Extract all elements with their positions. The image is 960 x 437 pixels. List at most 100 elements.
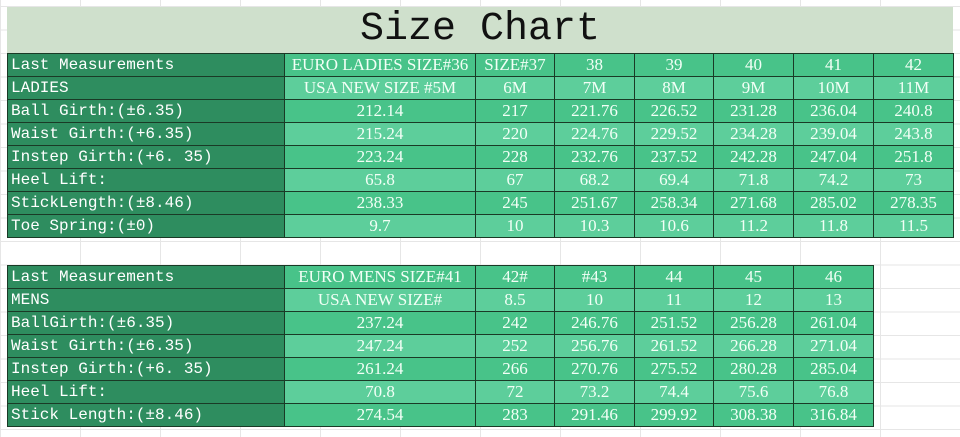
table-cell[interactable]: #43: [554, 265, 635, 289]
row-label[interactable]: MENS: [7, 288, 285, 312]
row-label[interactable]: Heel Lift:: [7, 168, 285, 192]
table-cell[interactable]: 11.8: [793, 214, 874, 238]
table-cell[interactable]: 68.2: [554, 168, 635, 192]
row-label[interactable]: LADIES: [7, 76, 285, 100]
table-cell[interactable]: 10M: [793, 76, 874, 100]
table-cell[interactable]: 11M: [873, 76, 954, 100]
table-cell[interactable]: 242: [475, 311, 555, 335]
table-cell[interactable]: 217: [475, 99, 555, 123]
table-cell[interactable]: 258.34: [634, 191, 714, 215]
table-cell[interactable]: 251.8: [873, 145, 954, 169]
table-cell[interactable]: 252: [475, 334, 555, 358]
table-cell[interactable]: 245: [475, 191, 555, 215]
table-cell[interactable]: 42: [873, 53, 954, 77]
table-cell[interactable]: 243.8: [873, 122, 954, 146]
row-label[interactable]: Last Measurements: [7, 53, 285, 77]
table-cell[interactable]: 38: [554, 53, 635, 77]
table-cell[interactable]: 246.76: [554, 311, 635, 335]
table-cell[interactable]: 220: [475, 122, 555, 146]
table-cell[interactable]: 72: [475, 380, 555, 404]
table-cell[interactable]: 261.24: [284, 357, 476, 381]
table-cell[interactable]: 299.92: [634, 403, 714, 427]
table-cell[interactable]: 240.8: [873, 99, 954, 123]
table-cell[interactable]: 261.04: [793, 311, 874, 335]
table-cell[interactable]: 223.24: [284, 145, 476, 169]
table-cell[interactable]: 228: [475, 145, 555, 169]
table-cell[interactable]: 10.6: [634, 214, 714, 238]
table-cell[interactable]: 71.8: [713, 168, 794, 192]
table-cell[interactable]: USA NEW SIZE#: [284, 288, 476, 312]
table-cell[interactable]: 65.8: [284, 168, 476, 192]
table-cell[interactable]: 285.04: [793, 357, 874, 381]
table-cell[interactable]: 215.24: [284, 122, 476, 146]
table-cell[interactable]: 275.52: [634, 357, 714, 381]
table-cell[interactable]: 251.52: [634, 311, 714, 335]
table-cell[interactable]: 46: [793, 265, 874, 289]
table-cell[interactable]: 283: [475, 403, 555, 427]
table-cell[interactable]: 9M: [713, 76, 794, 100]
table-cell[interactable]: 39: [634, 53, 714, 77]
table-cell[interactable]: 75.6: [713, 380, 794, 404]
table-cell[interactable]: 40: [713, 53, 794, 77]
table-cell[interactable]: 44: [634, 265, 714, 289]
table-cell[interactable]: 280.28: [713, 357, 794, 381]
table-cell[interactable]: 316.84: [793, 403, 874, 427]
table-cell[interactable]: USA NEW SIZE #5M: [284, 76, 476, 100]
table-cell[interactable]: 261.52: [634, 334, 714, 358]
table-cell[interactable]: 231.28: [713, 99, 794, 123]
table-cell[interactable]: 256.76: [554, 334, 635, 358]
table-cell[interactable]: 270.76: [554, 357, 635, 381]
table-cell[interactable]: 274.54: [284, 403, 476, 427]
table-cell[interactable]: 12: [713, 288, 794, 312]
row-label[interactable]: StickLength:(±8.46): [7, 191, 285, 215]
table-cell[interactable]: 11.2: [713, 214, 794, 238]
table-cell[interactable]: 239.04: [793, 122, 874, 146]
table-cell[interactable]: 11: [634, 288, 714, 312]
table-cell[interactable]: 8.5: [475, 288, 555, 312]
table-cell[interactable]: 247.24: [284, 334, 476, 358]
table-cell[interactable]: 237.52: [634, 145, 714, 169]
table-cell[interactable]: 256.28: [713, 311, 794, 335]
row-label[interactable]: BallGirth:(±6.35): [7, 311, 285, 335]
table-cell[interactable]: 6M: [475, 76, 555, 100]
table-cell[interactable]: 45: [713, 265, 794, 289]
row-label[interactable]: Waist Girth:(+6.35): [7, 122, 285, 146]
table-cell[interactable]: 247.04: [793, 145, 874, 169]
table-cell[interactable]: 73: [873, 168, 954, 192]
table-cell[interactable]: 11.5: [873, 214, 954, 238]
table-cell[interactable]: 271.68: [713, 191, 794, 215]
row-label[interactable]: Last Measurements: [7, 265, 285, 289]
table-cell[interactable]: 266.28: [713, 334, 794, 358]
table-cell[interactable]: 229.52: [634, 122, 714, 146]
table-cell[interactable]: 266: [475, 357, 555, 381]
table-cell[interactable]: 212.14: [284, 99, 476, 123]
table-cell[interactable]: 221.76: [554, 99, 635, 123]
table-cell[interactable]: 271.04: [793, 334, 874, 358]
row-label[interactable]: Stick Length:(±8.46): [7, 403, 285, 427]
row-label[interactable]: Toe Spring:(±0): [7, 214, 285, 238]
row-label[interactable]: Instep Girth:(+6. 35): [7, 145, 285, 169]
table-cell[interactable]: 73.2: [554, 380, 635, 404]
table-cell[interactable]: 278.35: [873, 191, 954, 215]
table-cell[interactable]: 10: [554, 288, 635, 312]
table-cell[interactable]: 232.76: [554, 145, 635, 169]
table-cell[interactable]: 76.8: [793, 380, 874, 404]
table-cell[interactable]: 9.7: [284, 214, 476, 238]
table-cell[interactable]: 242.28: [713, 145, 794, 169]
table-cell[interactable]: 237.24: [284, 311, 476, 335]
table-cell[interactable]: 70.8: [284, 380, 476, 404]
table-cell[interactable]: 69.4: [634, 168, 714, 192]
table-cell[interactable]: 291.46: [554, 403, 635, 427]
row-label[interactable]: Ball Girth:(±6.35): [7, 99, 285, 123]
table-cell[interactable]: 10: [475, 214, 555, 238]
table-cell[interactable]: 308.38: [713, 403, 794, 427]
table-cell[interactable]: 251.67: [554, 191, 635, 215]
table-cell[interactable]: 13: [793, 288, 874, 312]
row-label[interactable]: Instep Girth:(+6. 35): [7, 357, 285, 381]
row-label[interactable]: Waist Girth:(±6.35): [7, 334, 285, 358]
table-cell[interactable]: 74.2: [793, 168, 874, 192]
table-cell[interactable]: 10.3: [554, 214, 635, 238]
table-cell[interactable]: 42#: [475, 265, 555, 289]
table-cell[interactable]: 224.76: [554, 122, 635, 146]
table-cell[interactable]: 234.28: [713, 122, 794, 146]
